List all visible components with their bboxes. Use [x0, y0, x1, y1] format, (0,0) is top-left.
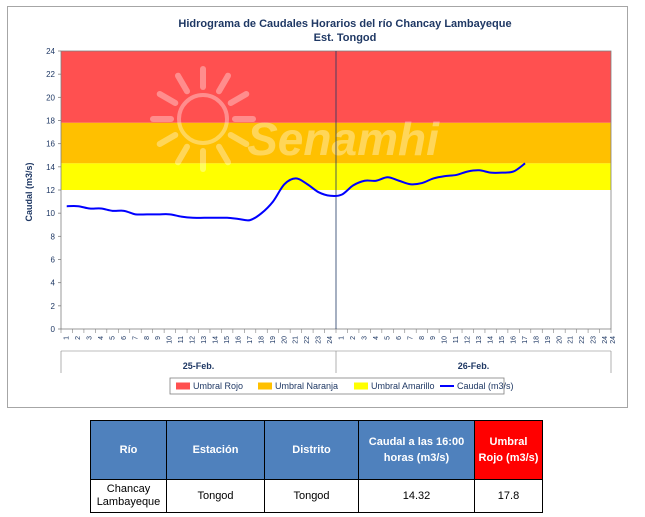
x-tick-label: 3: [86, 336, 93, 340]
cell-flow-1600: 14.32: [358, 479, 475, 513]
x-tick-label: 14: [488, 336, 495, 344]
y-axis-label: Caudal (m3/s): [24, 162, 34, 221]
y-tick-label: 18: [46, 117, 55, 126]
day-label-1: 25-Feb.: [183, 361, 215, 371]
x-tick-label: 12: [465, 336, 472, 344]
y-tick-label: 8: [51, 232, 56, 241]
watermark-text: Senamhi: [247, 113, 440, 165]
x-tick-label: 11: [178, 336, 185, 343]
x-tick-label: 8: [419, 336, 426, 340]
x-tick-label: 20: [281, 336, 288, 344]
table-header-row: Río Estación Distrito Caudal a las 16:00…: [90, 420, 543, 480]
x-tick-label: 10: [442, 336, 449, 344]
chart-subtitle: Est. Tongod: [314, 32, 377, 44]
x-tick-label: 1: [64, 336, 71, 340]
x-tick-label: 19: [270, 336, 277, 344]
legend-swatch-umbral-naranja: [258, 382, 272, 390]
header-flow-1600: Caudal a las 16:00 horas (m3/s): [358, 420, 475, 480]
x-tick-label: 21: [293, 336, 300, 344]
x-tick-label: 22: [304, 336, 311, 344]
x-tick-label: 18: [533, 336, 540, 344]
x-tick-label: 24: [610, 336, 617, 344]
x-tick-label: 1: [339, 336, 346, 340]
x-tick-label: 24: [602, 336, 609, 344]
x-tick-label: 9: [430, 336, 437, 340]
x-tick-label: 23: [591, 336, 598, 344]
x-tick-label: 16: [510, 336, 517, 344]
x-tick-label: 2: [350, 336, 357, 340]
header-red-threshold: Umbral Rojo (m3/s): [474, 420, 543, 480]
x-tick-label: 23: [316, 336, 323, 344]
y-tick-label: 6: [51, 256, 56, 265]
legend-label-umbral-naranja: Umbral Naranja: [275, 381, 338, 391]
x-tick-label: 5: [109, 336, 116, 340]
x-tick-label: 15: [499, 336, 506, 344]
x-tick-label: 4: [373, 336, 380, 340]
x-tick-label: 24: [327, 336, 334, 344]
y-tick-label: 20: [46, 93, 55, 102]
x-tick-label: 7: [132, 336, 139, 340]
header-district: Distrito: [264, 420, 359, 480]
x-tick-label: 20: [556, 336, 563, 344]
x-tick-label: 15: [224, 336, 231, 344]
chart-title: Hidrograma de Caudales Horarios del río …: [178, 18, 511, 30]
senamhi-logo-icon: [150, 66, 256, 172]
cell-station: Tongod: [166, 479, 265, 513]
legend-label-umbral-amarillo: Umbral Amarillo: [371, 381, 435, 391]
x-tick-label: 19: [545, 336, 552, 344]
station-info-table: Río Estación Distrito Caudal a las 16:00…: [90, 420, 543, 513]
legend-swatch-umbral-amarillo: [354, 382, 368, 390]
x-tick-label: 10: [167, 336, 174, 344]
legend-label-caudal-m3-s: Caudal (m3/s): [457, 381, 514, 391]
cell-red-threshold: 17.8: [474, 479, 543, 513]
y-tick-label: 16: [46, 140, 55, 149]
x-tick-label: 13: [476, 336, 483, 344]
hydrograph-chart: Hidrograma de Caudales Horarios del río …: [24, 18, 617, 395]
x-tick-label: 17: [522, 336, 529, 344]
x-tick-label: 2: [75, 336, 82, 340]
cell-district: Tongod: [264, 479, 359, 513]
x-tick-label: 17: [247, 336, 254, 344]
series-line-caudal-m3-s: [66, 162, 526, 222]
header-river: Río: [90, 420, 167, 480]
y-tick-label: 10: [46, 209, 55, 218]
x-tick-label: 4: [98, 336, 105, 340]
x-tick-label: 12: [190, 336, 197, 344]
x-tick-label: 11: [453, 336, 460, 343]
legend-swatch-umbral-rojo: [176, 382, 190, 390]
x-tick-label: 6: [396, 336, 403, 340]
y-tick-label: 22: [46, 70, 55, 79]
header-station: Estación: [166, 420, 265, 480]
y-tick-label: 4: [51, 279, 56, 288]
cell-river: Chancay Lambayeque: [90, 479, 167, 513]
y-tick-label: 2: [51, 302, 56, 311]
chart-frame: Hidrograma de Caudales Horarios del río …: [7, 6, 628, 408]
table-row: Chancay Lambayeque Tongod Tongod 14.32 1…: [90, 479, 543, 513]
x-tick-label: 5: [384, 336, 391, 340]
x-tick-label: 16: [235, 336, 242, 344]
y-tick-label: 14: [46, 163, 55, 172]
x-tick-label: 8: [144, 336, 151, 340]
y-tick-label: 0: [51, 325, 56, 334]
x-tick-label: 13: [201, 336, 208, 344]
x-tick-label: 18: [258, 336, 265, 344]
x-tick-label: 21: [568, 336, 575, 344]
day-label-2: 26-Feb.: [458, 361, 490, 371]
y-tick-label: 24: [46, 47, 55, 56]
x-tick-label: 22: [579, 336, 586, 344]
x-tick-label: 6: [121, 336, 128, 340]
legend-label-umbral-rojo: Umbral Rojo: [193, 381, 243, 391]
x-tick-label: 7: [407, 336, 414, 340]
x-tick-label: 9: [155, 336, 162, 340]
y-tick-label: 12: [46, 186, 55, 195]
legend-box: [169, 377, 505, 395]
x-tick-label: 14: [213, 336, 220, 344]
x-tick-label: 3: [361, 336, 368, 340]
